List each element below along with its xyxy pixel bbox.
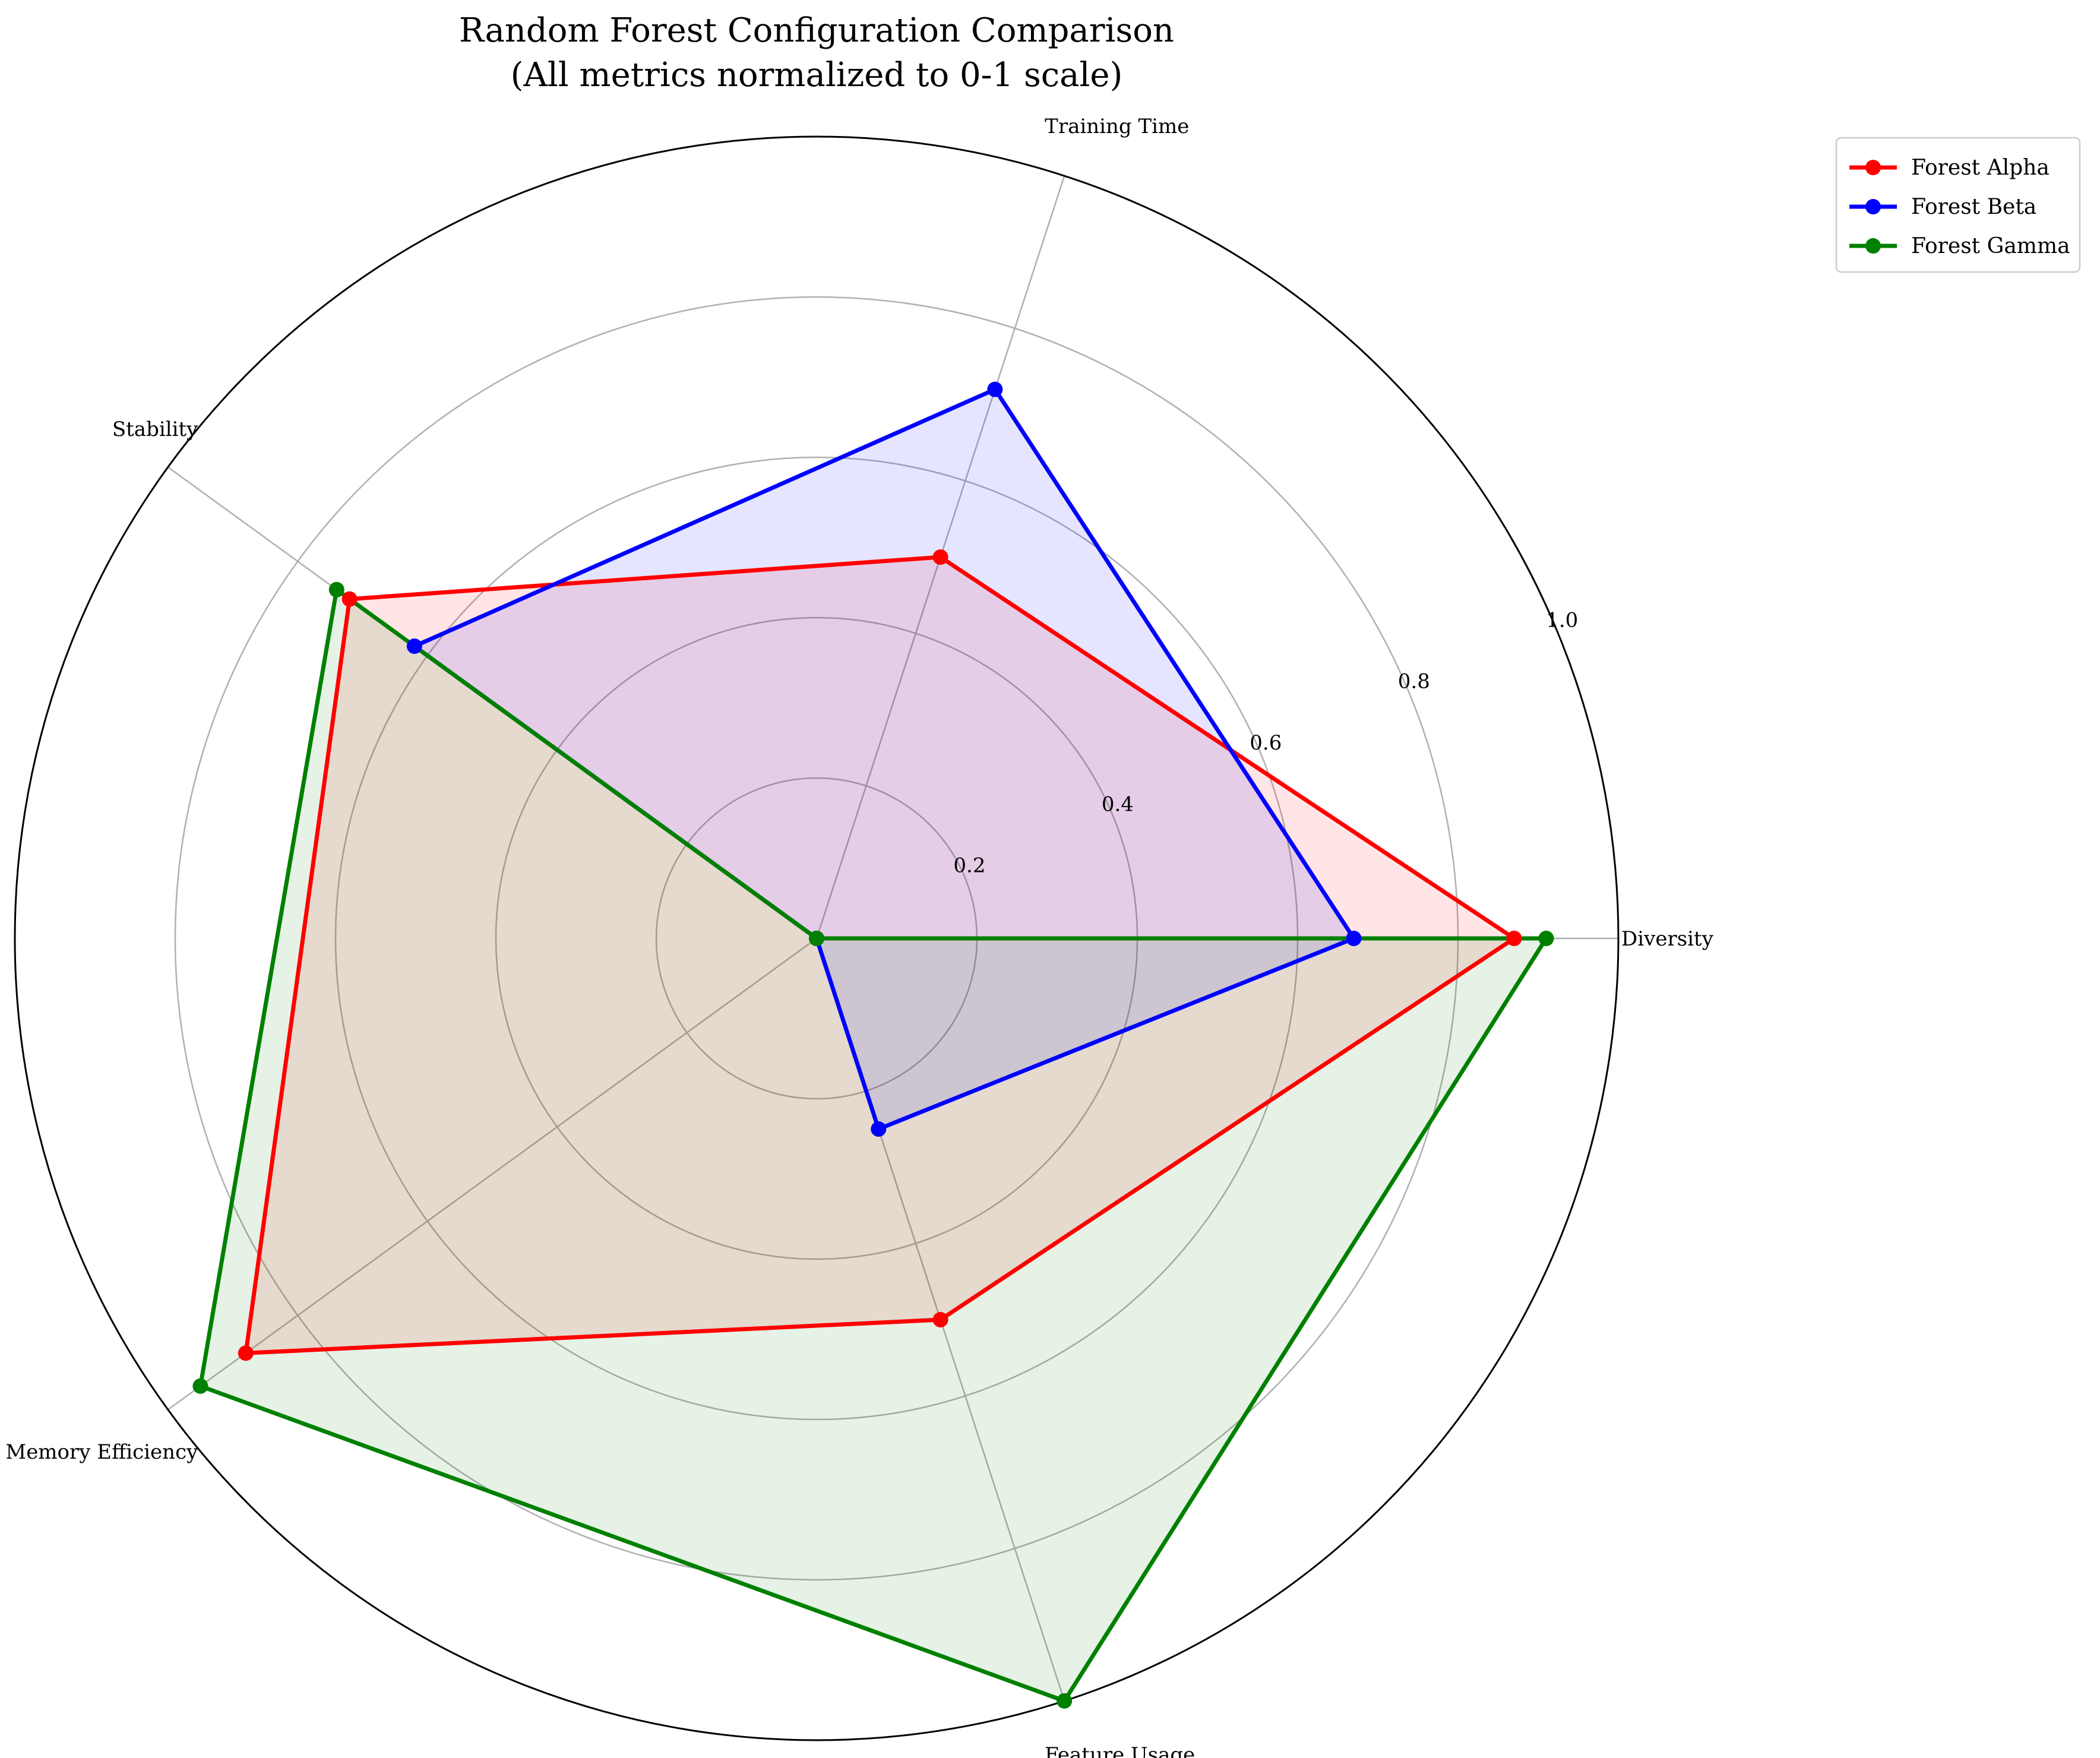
r-tick-label: 0.2 bbox=[953, 854, 985, 878]
r-tick-label: 0.4 bbox=[1102, 792, 1134, 816]
data-point-forest-alpha-stability bbox=[341, 591, 358, 607]
axis-label-memory-efficiency: Memory Efficiency bbox=[5, 1440, 198, 1464]
outer-ring bbox=[14, 135, 1620, 1741]
legend-marker-forest-beta bbox=[1865, 199, 1881, 214]
legend-box bbox=[1835, 137, 2081, 273]
r-tick-label: 0.8 bbox=[1398, 670, 1430, 694]
series-areas bbox=[200, 389, 1546, 1701]
data-point-forest-alpha-training-time bbox=[932, 549, 948, 565]
data-point-forest-gamma-memory-efficiency bbox=[192, 1378, 208, 1394]
legend-marker-forest-alpha bbox=[1865, 160, 1881, 175]
series-line-forest-alpha bbox=[243, 555, 1516, 1355]
legend-label-forest-beta: Forest Beta bbox=[1911, 195, 2036, 219]
series-area-forest-gamma bbox=[200, 589, 1546, 1701]
data-point-forest-beta-training-time bbox=[987, 381, 1003, 397]
data-point-forest-beta-feature-usage bbox=[871, 1121, 887, 1137]
chart-subtitle: (All metrics normalized to 0-1 scale) bbox=[511, 56, 1123, 94]
data-point-forest-gamma-training-time bbox=[809, 931, 824, 946]
data-point-forest-beta-stability bbox=[406, 638, 422, 654]
data-point-forest-alpha-feature-usage bbox=[932, 1311, 948, 1327]
series-lines bbox=[198, 387, 1548, 1703]
legend: Forest Alpha Forest Beta Forest Gamma bbox=[1835, 137, 2081, 273]
data-point-forest-gamma-stability bbox=[328, 581, 344, 597]
chart-title: Random Forest Configuration Comparison bbox=[459, 11, 1174, 50]
r-tick-label: 0.6 bbox=[1250, 731, 1282, 755]
series-points bbox=[192, 381, 1554, 1709]
axis-label-stability: Stability bbox=[112, 418, 198, 441]
axis-label-feature-usage: Feature Usage bbox=[1045, 1743, 1195, 1758]
axis-label-training-time: Training Time bbox=[1045, 115, 1189, 138]
data-point-forest-gamma-feature-usage bbox=[1057, 1693, 1073, 1709]
axis-labels: 0.2 0.4 0.6 0.8 1.0 Diversity Training Time Sta… bbox=[5, 115, 1713, 1758]
data-point-forest-alpha-diversity bbox=[1506, 931, 1522, 946]
spoke-memory-efficiency bbox=[167, 937, 817, 1411]
axis-label-diversity: Diversity bbox=[1621, 927, 1714, 951]
series-area-forest-beta bbox=[414, 389, 1354, 1129]
data-point-forest-gamma-diversity bbox=[1538, 931, 1554, 946]
legend-label-forest-gamma: Forest Gamma bbox=[1911, 234, 2070, 258]
data-point-forest-alpha-memory-efficiency bbox=[238, 1345, 254, 1361]
legend-marker-forest-gamma bbox=[1865, 238, 1881, 254]
r-tick-label: 1.0 bbox=[1546, 608, 1578, 632]
legend-label-forest-alpha: Forest Alpha bbox=[1911, 156, 2050, 180]
data-point-forest-beta-diversity bbox=[1346, 931, 1362, 946]
series-line-forest-gamma bbox=[198, 587, 1548, 1703]
